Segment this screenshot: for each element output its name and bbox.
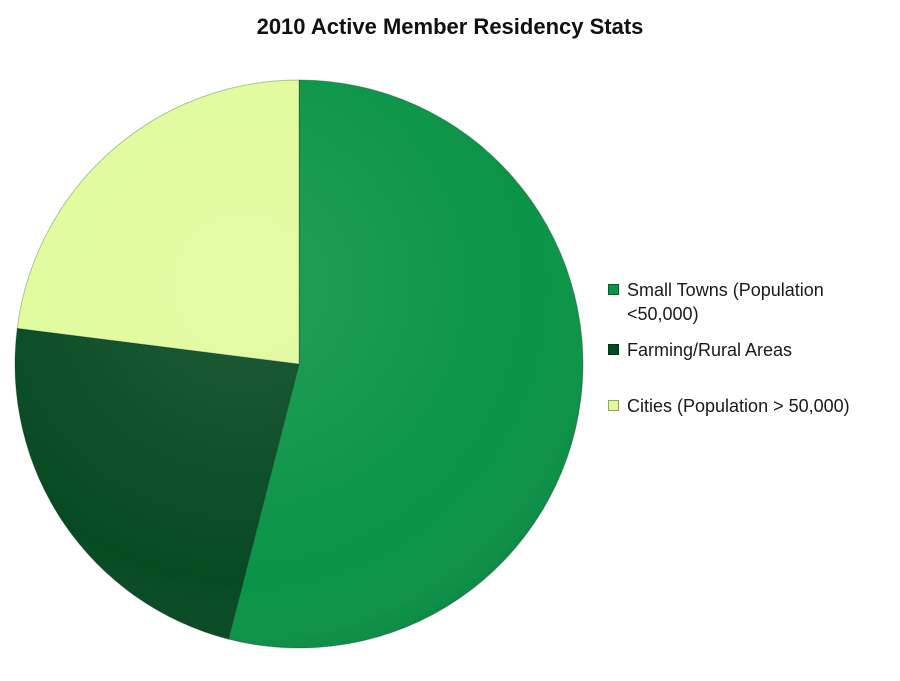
legend-swatch-cities bbox=[608, 400, 619, 411]
legend-swatch-small-towns bbox=[608, 284, 619, 295]
legend-label-farming-rural: Farming/Rural Areas bbox=[627, 340, 793, 360]
legend-item-farming-rural[interactable]: Farming/Rural Areas bbox=[608, 338, 893, 362]
legend-item-cities[interactable]: Cities (Population > 50,000) bbox=[608, 394, 893, 418]
chart-title: 2010 Active Member Residency Stats bbox=[256, 14, 644, 39]
legend-item-small-towns[interactable]: Small Towns (Population <50,000) bbox=[608, 278, 893, 326]
legend-swatch-farming-rural bbox=[608, 344, 619, 355]
pie-slice-cities[interactable] bbox=[16, 79, 300, 365]
pie-slices bbox=[14, 79, 584, 649]
legend-label-small-towns: Small Towns (Population <50,000) bbox=[627, 280, 824, 324]
legend: Small Towns (Population <50,000) Farming… bbox=[608, 278, 893, 418]
legend-label-cities: Cities (Population > 50,000) bbox=[627, 396, 850, 416]
